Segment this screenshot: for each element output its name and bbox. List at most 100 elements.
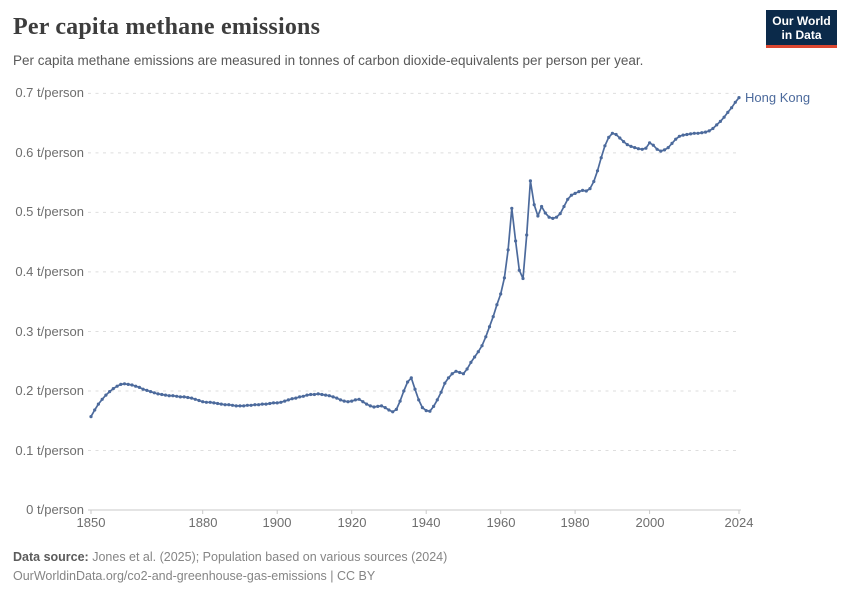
data-point	[443, 381, 447, 385]
data-point	[402, 389, 406, 393]
data-point	[357, 397, 361, 401]
data-point	[640, 147, 644, 151]
data-point	[398, 399, 402, 403]
data-point	[536, 214, 540, 218]
data-point	[633, 146, 637, 150]
data-point	[365, 402, 369, 406]
data-point	[469, 360, 473, 364]
data-point	[681, 133, 685, 137]
data-point	[312, 392, 316, 397]
data-point	[551, 216, 555, 220]
data-point	[648, 141, 652, 145]
data-point	[465, 367, 469, 371]
data-point	[532, 203, 536, 207]
data-point	[327, 394, 331, 398]
data-point	[517, 268, 521, 272]
data-point	[715, 123, 719, 127]
footer-divider: |	[326, 568, 338, 583]
data-point	[108, 390, 112, 394]
data-point	[487, 325, 492, 329]
x-axis-label: 2024	[724, 515, 754, 530]
data-point	[309, 392, 313, 397]
data-point	[104, 393, 108, 397]
data-point	[331, 395, 335, 399]
data-point	[387, 408, 391, 412]
data-point	[558, 212, 562, 216]
x-axis-label: 2000	[635, 515, 665, 530]
data-point	[707, 129, 711, 133]
data-point	[119, 382, 123, 386]
data-point	[156, 392, 160, 396]
data-point	[115, 384, 119, 388]
data-point	[651, 143, 655, 147]
data-point	[599, 156, 603, 160]
y-axis-label: 0.2 t/person	[15, 383, 84, 398]
x-axis-label: 1980	[560, 515, 590, 530]
data-point	[100, 397, 104, 401]
x-axis-label: 1940	[411, 515, 441, 530]
data-point	[450, 372, 454, 376]
data-point	[227, 403, 231, 407]
data-point	[547, 215, 551, 219]
data-point	[584, 189, 588, 193]
data-point	[733, 100, 737, 104]
data-point	[253, 403, 257, 407]
data-point	[130, 383, 134, 387]
license-line: OurWorldinData.org/co2-and-greenhouse-ga…	[13, 567, 447, 586]
data-point	[737, 96, 741, 100]
owid-url-link[interactable]: OurWorldinData.org/co2-and-greenhouse-ga…	[13, 568, 327, 583]
data-point	[525, 233, 529, 237]
data-point	[260, 402, 264, 406]
data-point	[141, 387, 145, 391]
data-point	[111, 387, 115, 391]
data-point	[182, 395, 186, 399]
series-label-hong-kong[interactable]: Hong Kong	[745, 90, 811, 105]
data-point	[480, 344, 484, 348]
data-point	[595, 169, 600, 173]
data-source-line: Data source: Jones et al. (2025); Popula…	[13, 548, 447, 567]
owid-logo[interactable]: Our World in Data	[766, 10, 837, 48]
data-point	[230, 403, 235, 407]
data-point	[257, 403, 261, 407]
data-point	[625, 143, 629, 147]
data-point	[394, 407, 398, 411]
data-point	[301, 394, 305, 398]
data-point	[662, 148, 667, 152]
series-line-hong-kong[interactable]	[90, 96, 740, 418]
data-point	[655, 147, 659, 151]
data-point	[283, 399, 287, 403]
data-point	[685, 132, 689, 137]
data-point	[636, 147, 641, 151]
data-point	[137, 385, 141, 389]
data-point	[350, 399, 354, 403]
data-point	[528, 179, 533, 183]
y-axis-label: 0.1 t/person	[15, 443, 84, 458]
data-point	[335, 396, 339, 400]
data-point	[160, 392, 164, 397]
data-point	[569, 193, 574, 197]
x-axis-label: 1880	[188, 515, 218, 530]
data-point	[279, 400, 283, 404]
data-point	[149, 390, 153, 394]
y-axis-label: 0.3 t/person	[15, 324, 84, 339]
data-point	[316, 392, 320, 396]
data-point	[730, 106, 734, 110]
data-point	[696, 131, 700, 135]
data-point	[320, 392, 324, 397]
data-point	[521, 276, 525, 281]
data-point	[543, 211, 547, 215]
data-point	[677, 134, 682, 138]
data-point	[514, 239, 518, 243]
data-point	[208, 400, 212, 404]
data-point	[562, 204, 566, 209]
data-point	[476, 350, 480, 354]
data-point	[703, 130, 708, 134]
data-point	[338, 398, 343, 402]
data-point	[510, 206, 514, 210]
owid-logo-line2: in Data	[781, 28, 822, 42]
cc-by-link[interactable]: CC BY	[337, 568, 376, 583]
data-point	[722, 115, 726, 119]
data-point	[234, 404, 238, 408]
x-axis-label: 1960	[486, 515, 516, 530]
